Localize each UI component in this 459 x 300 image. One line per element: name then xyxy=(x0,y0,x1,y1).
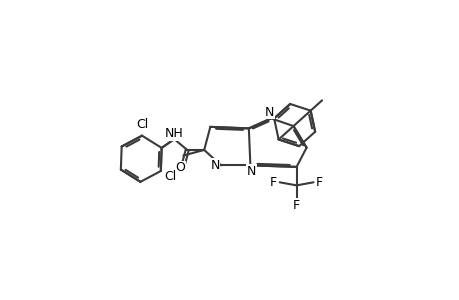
Text: NH: NH xyxy=(164,127,183,140)
Text: F: F xyxy=(269,176,276,189)
Text: O: O xyxy=(175,161,185,174)
Text: F: F xyxy=(292,199,299,212)
Text: Cl: Cl xyxy=(136,118,148,131)
Text: N: N xyxy=(264,106,274,119)
Text: F: F xyxy=(315,176,323,189)
Text: N: N xyxy=(210,159,219,172)
Text: N: N xyxy=(246,165,256,178)
Text: Cl: Cl xyxy=(163,170,176,183)
